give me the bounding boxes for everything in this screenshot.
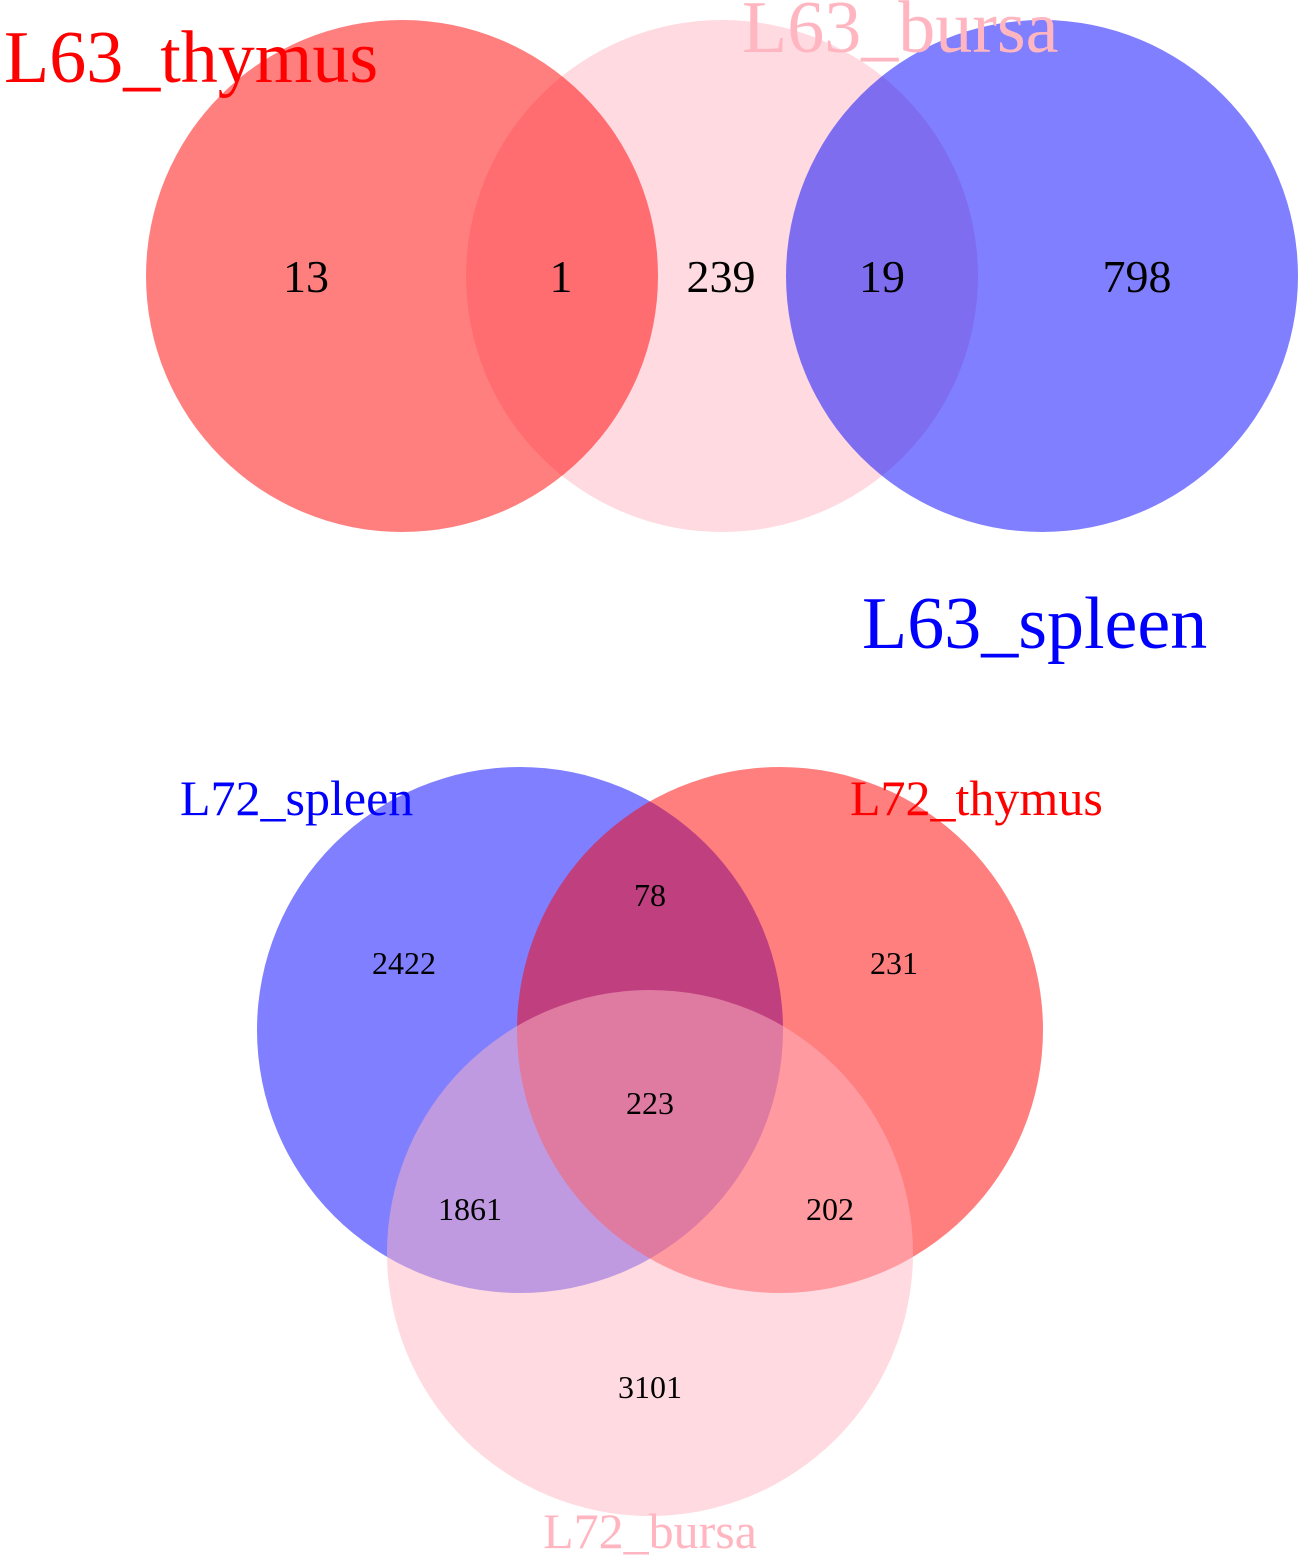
l63-thymus-circle	[146, 20, 658, 532]
l63-count-thymus-only: 13	[283, 251, 329, 302]
venn-l63: L63_thymus L63_bursa L63_spleen 13 1 239…	[4, 0, 1298, 665]
l72-count-spleen-bursa: 1861	[438, 1191, 502, 1227]
l63-count-spleen-only: 798	[1103, 251, 1172, 302]
l63-spleen-label: L63_spleen	[862, 583, 1207, 665]
l72-bursa-label: L72_bursa	[543, 1503, 757, 1559]
l72-bursa-circle	[387, 990, 913, 1516]
l63-count-bursa-only: 239	[687, 251, 756, 302]
l63-bursa-label: L63_bursa	[742, 0, 1059, 69]
l72-count-spleen-only: 2422	[372, 945, 436, 981]
l63-spleen-circle	[786, 20, 1298, 532]
l72-count-thymus-bursa: 202	[806, 1191, 854, 1227]
l63-count-thymus-bursa: 1	[550, 251, 573, 302]
l72-count-thymus-only: 231	[870, 945, 918, 981]
l72-count-spleen-thymus: 78	[634, 877, 666, 913]
venn-l72: L72_spleen L72_thymus L72_bursa 2422 78 …	[180, 767, 1103, 1559]
l72-count-bursa-only: 3101	[618, 1369, 682, 1405]
l72-spleen-label: L72_spleen	[180, 770, 413, 826]
l63-count-bursa-spleen: 19	[859, 251, 905, 302]
l63-thymus-label: L63_thymus	[4, 17, 378, 99]
l72-thymus-label: L72_thymus	[850, 770, 1103, 826]
l72-count-all-three: 223	[626, 1085, 674, 1121]
